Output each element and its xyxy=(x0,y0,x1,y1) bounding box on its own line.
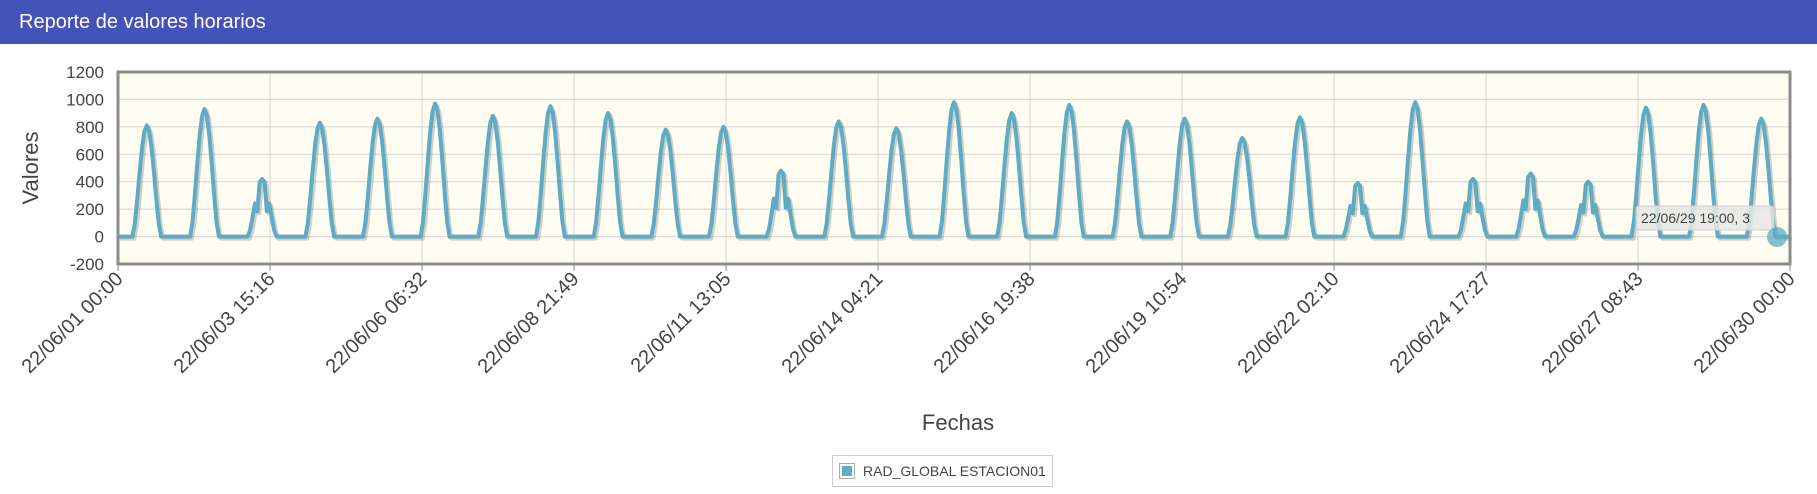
x-tick-label: 22/06/01 00:00 xyxy=(18,268,128,378)
y-tick-label: 0 xyxy=(95,228,104,247)
y-tick-label: 600 xyxy=(76,145,104,164)
x-tick-label: 22/06/27 08:43 xyxy=(1538,268,1648,378)
x-tick-label: 22/06/30 00:00 xyxy=(1690,268,1800,378)
y-tick-label: 1000 xyxy=(66,90,104,109)
x-tick-label: 22/06/24 17:27 xyxy=(1386,268,1496,378)
series-group xyxy=(118,100,1792,241)
x-axis-ticks: 22/06/01 00:00 22/06/03 15:16 22/06/06 06:… xyxy=(18,268,1800,378)
x-tick-label: 22/06/19 10:54 xyxy=(1082,268,1192,378)
x-tick-label: 22/06/06 06:32 xyxy=(322,268,432,378)
plot-border xyxy=(116,70,1792,266)
y-axis-ticks: -200 0 200 400 600 800 1000 1200 xyxy=(66,63,104,274)
x-tick-label: 22/06/08 21:49 xyxy=(474,268,584,378)
x-tick-label: 22/06/14 04:21 xyxy=(778,268,888,378)
tooltip: 22/06/29 19:00, 3 xyxy=(1635,205,1775,231)
x-tick-label: 22/06/03 15:16 xyxy=(170,268,280,378)
hover-point[interactable] xyxy=(1767,227,1787,247)
series-line-rad-global xyxy=(118,100,1790,239)
report-header: Reporte de valores horarios xyxy=(0,0,1817,44)
y-tick-label: 1200 xyxy=(66,63,104,82)
y-tick-label: -200 xyxy=(70,255,104,274)
legend-label: RAD_GLOBAL ESTACION01 xyxy=(863,463,1046,479)
legend-swatch xyxy=(839,463,855,479)
tooltip-box xyxy=(1635,205,1775,231)
y-tick-label: 400 xyxy=(76,173,104,192)
y-tick-label: 200 xyxy=(76,200,104,219)
x-tick-label: 22/06/22 02:10 xyxy=(1234,268,1344,378)
tooltip-text: 22/06/29 19:00, 3 xyxy=(1641,210,1750,226)
x-axis-title: Fechas xyxy=(922,410,994,435)
report-title: Reporte de valores horarios xyxy=(19,10,266,33)
y-tick-label: 800 xyxy=(76,118,104,137)
x-tick-label: 22/06/16 19:38 xyxy=(930,268,1040,378)
legend[interactable]: RAD_GLOBAL ESTACION01 xyxy=(832,455,1053,487)
x-tick-label: 22/06/11 13:05 xyxy=(627,268,736,377)
y-axis-title: Valores xyxy=(18,132,43,205)
